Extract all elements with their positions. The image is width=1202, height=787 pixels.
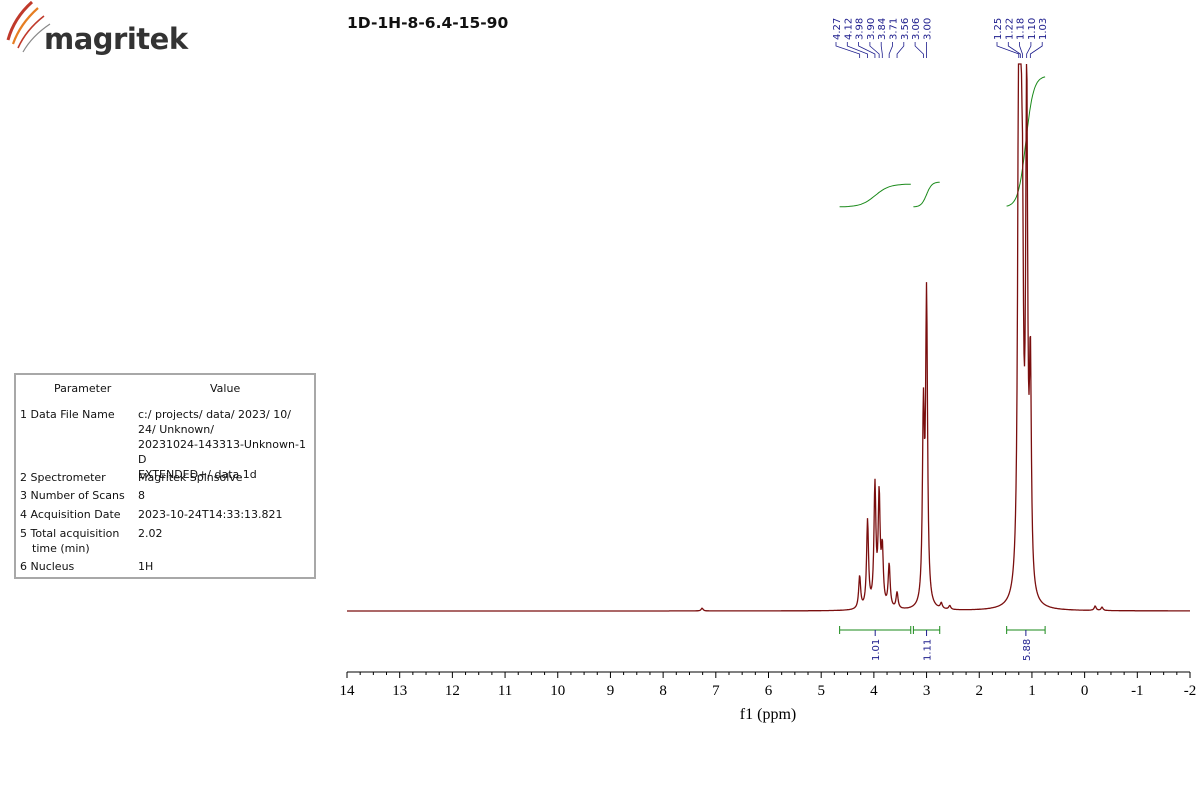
x-tick-label: -1 [1131, 683, 1144, 699]
integral-bracket-group: 1.01 1.11 5.88 [839, 626, 1046, 661]
integral-curve-group [839, 76, 1046, 208]
peak-label: 1.22 [1004, 18, 1015, 40]
peak-label: 3.00 [922, 18, 933, 40]
x-tick-label: 14 [340, 683, 356, 699]
x-tick-label: 13 [392, 683, 407, 699]
peak-label: 3.98 [855, 18, 866, 40]
param-value: 2023-10-24T14:33:13.821 [138, 508, 283, 521]
peak-label-group: 4.27 4.12 3.98 3.90 3.84 3.71 3.56 3.06 3.00 1.25… [832, 18, 1049, 58]
param-value: 8 [138, 489, 145, 502]
peak-label-leader [869, 42, 880, 58]
x-tick-label: 3 [923, 683, 931, 699]
x-tick-label: 9 [607, 683, 615, 699]
peak-label-leader [1029, 42, 1043, 58]
peak-label: 1.10 [1027, 18, 1038, 40]
x-tick-label: 7 [712, 683, 720, 699]
peak-label: 1.03 [1038, 18, 1049, 40]
value-column-header: Value [210, 382, 241, 395]
peak-label-leader [1019, 42, 1023, 58]
integral-curve [913, 181, 940, 208]
param-value: c:/ projects/ data/ 2023/ 10/ 24/ Unknow… [138, 408, 306, 481]
spectrum-title: 1D-1H-8-6.4-15-90 [347, 14, 509, 32]
param-name: 6 Nucleus [20, 560, 75, 573]
peak-label: 3.90 [866, 18, 877, 40]
parameter-column-header: Parameter [54, 382, 112, 395]
x-axis-label: f1 (ppm) [740, 706, 796, 723]
param-name: 4 Acquisition Date [20, 508, 121, 521]
param-name: 5 Total acquisition time (min) [20, 527, 120, 555]
integral-value-label: 1.11 [923, 639, 934, 661]
x-tick-label: 8 [659, 683, 667, 699]
x-tick-label: 1 [1028, 683, 1036, 699]
param-name: 3 Number of Scans [20, 489, 125, 502]
peak-label-leader [888, 42, 893, 58]
peak-label: 4.12 [843, 18, 854, 40]
peak-label: 3.56 [900, 18, 911, 40]
x-tick-label: 10 [550, 683, 565, 699]
peak-label: 3.84 [877, 18, 888, 40]
peak-label-leader [896, 42, 905, 58]
peak-label-leader [1026, 42, 1032, 58]
peak-label-leader [996, 42, 1020, 58]
magritek-logo: magritek [4, 0, 194, 62]
integral-curve [839, 183, 911, 208]
x-tick-label: 4 [870, 683, 878, 699]
peak-label-leader [914, 42, 924, 58]
parameter-table: Parameter Value 1 Data File Name c:/ pro… [14, 373, 316, 579]
x-tick-label: 11 [498, 683, 512, 699]
peak-label: 3.71 [889, 18, 900, 40]
param-name: 1 Data File Name [20, 408, 115, 421]
logo-swoosh-icon [6, 0, 51, 53]
x-tick-label: 12 [445, 683, 460, 699]
x-tick-label: 0 [1081, 683, 1089, 699]
integral-value-label: 5.88 [1022, 639, 1033, 661]
peak-label: 3.06 [911, 18, 922, 40]
param-value: 2.02 [138, 527, 163, 540]
x-tick-label: 5 [817, 683, 825, 699]
x-axis: 14 13 12 11 10 9 8 7 6 5 4 3 2 1 0 -1 -2 [340, 671, 1197, 699]
param-value: Magritek Spinsolve [138, 471, 243, 484]
param-name: 2 Spectrometer [20, 471, 106, 484]
peak-label: 1.18 [1016, 18, 1027, 40]
integral-value-label: 1.01 [871, 639, 882, 661]
peak-label-leader [880, 42, 883, 58]
x-tick-label: 6 [765, 683, 773, 699]
x-tick-label: -2 [1184, 683, 1197, 699]
peak-label-leader [835, 42, 861, 58]
peak-label-leader [846, 42, 868, 58]
peak-label-leader [858, 42, 876, 58]
peak-label-leader [1007, 42, 1021, 58]
param-value: 1H [138, 560, 154, 573]
x-tick-label: 2 [976, 683, 984, 699]
peak-label: 1.25 [993, 18, 1004, 40]
logo-text: magritek [44, 22, 188, 56]
peak-label: 4.27 [832, 18, 843, 40]
spectrum-line [347, 63, 1190, 612]
